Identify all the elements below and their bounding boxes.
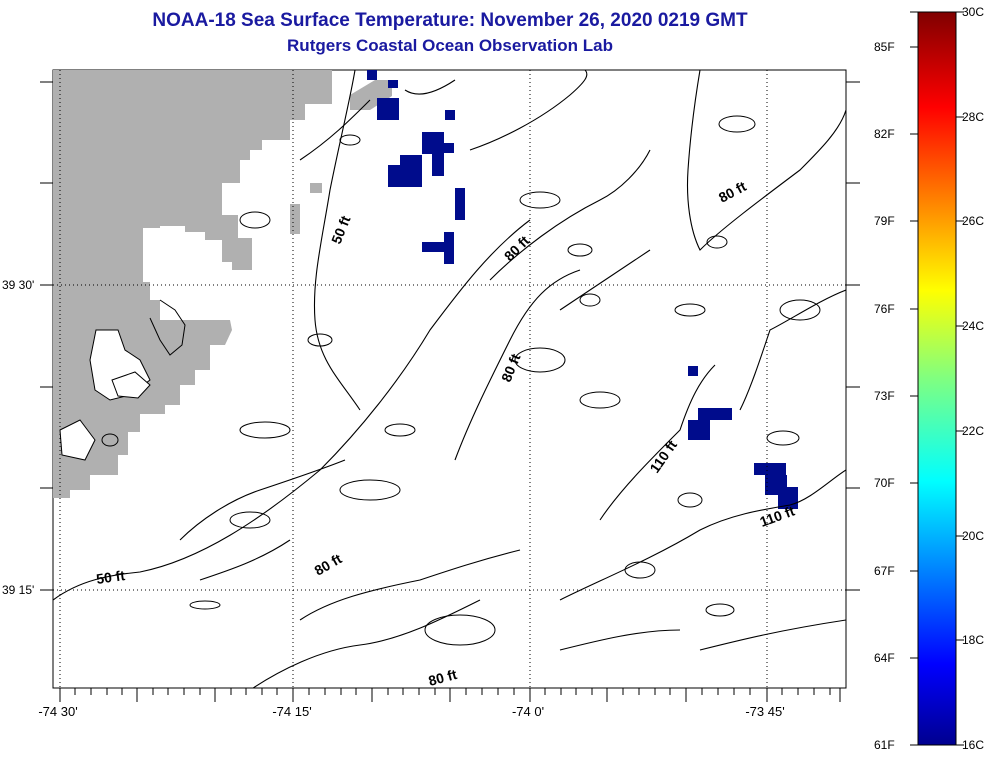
colorbar-label-f: 76F	[874, 302, 895, 316]
contour-label: 50 ft	[95, 567, 126, 587]
graticule	[53, 70, 846, 688]
colorbar-label-f: 70F	[874, 476, 895, 490]
colorbar-label-c: 18C	[962, 633, 985, 647]
lon-label: -74 30'	[38, 704, 78, 719]
bathymetry-contours	[53, 70, 846, 688]
colorbar-label-f: 64F	[874, 651, 895, 665]
land-patch	[205, 320, 232, 345]
bathymetry-closed-contours	[101, 115, 821, 646]
colorbar-label-c: 22C	[962, 424, 985, 438]
lon-label: -74 0'	[511, 704, 545, 719]
map-title: NOAA-18 Sea Surface Temperature: Novembe…	[152, 10, 748, 31]
map-subtitle: Rutgers Coastal Ocean Observation Lab	[287, 36, 613, 55]
axis-ticks	[40, 81, 860, 702]
contour-label: 80 ft	[427, 666, 459, 689]
colorbar-label-f: 73F	[874, 389, 895, 403]
colorbar-label-f: 85F	[874, 40, 895, 54]
colorbar-label-c: 28C	[962, 110, 985, 124]
colorbar	[917, 11, 957, 746]
lon-label: -73 45'	[745, 704, 785, 719]
lat-label: 39 15'	[2, 583, 35, 597]
colorbar-label-f: 61F	[874, 738, 895, 752]
land-patch	[290, 204, 300, 234]
colorbar-ticks	[910, 11, 964, 746]
colorbar-label-c: 16C	[962, 738, 985, 752]
colorbar-label-f: 79F	[874, 214, 895, 228]
lon-label: -74 15'	[272, 704, 312, 719]
land-patch	[310, 183, 322, 193]
colorbar-label-f: 67F	[874, 564, 895, 578]
colorbar-label-c: 20C	[962, 529, 985, 543]
colorbar-label-c: 26C	[962, 214, 985, 228]
lat-label: 39 30'	[2, 278, 35, 292]
colorbar-label-c: 24C	[962, 319, 985, 333]
colorbar-label-f: 82F	[874, 127, 895, 141]
sst-pixels	[367, 70, 798, 509]
colorbar-label-c: 30C	[962, 5, 985, 19]
